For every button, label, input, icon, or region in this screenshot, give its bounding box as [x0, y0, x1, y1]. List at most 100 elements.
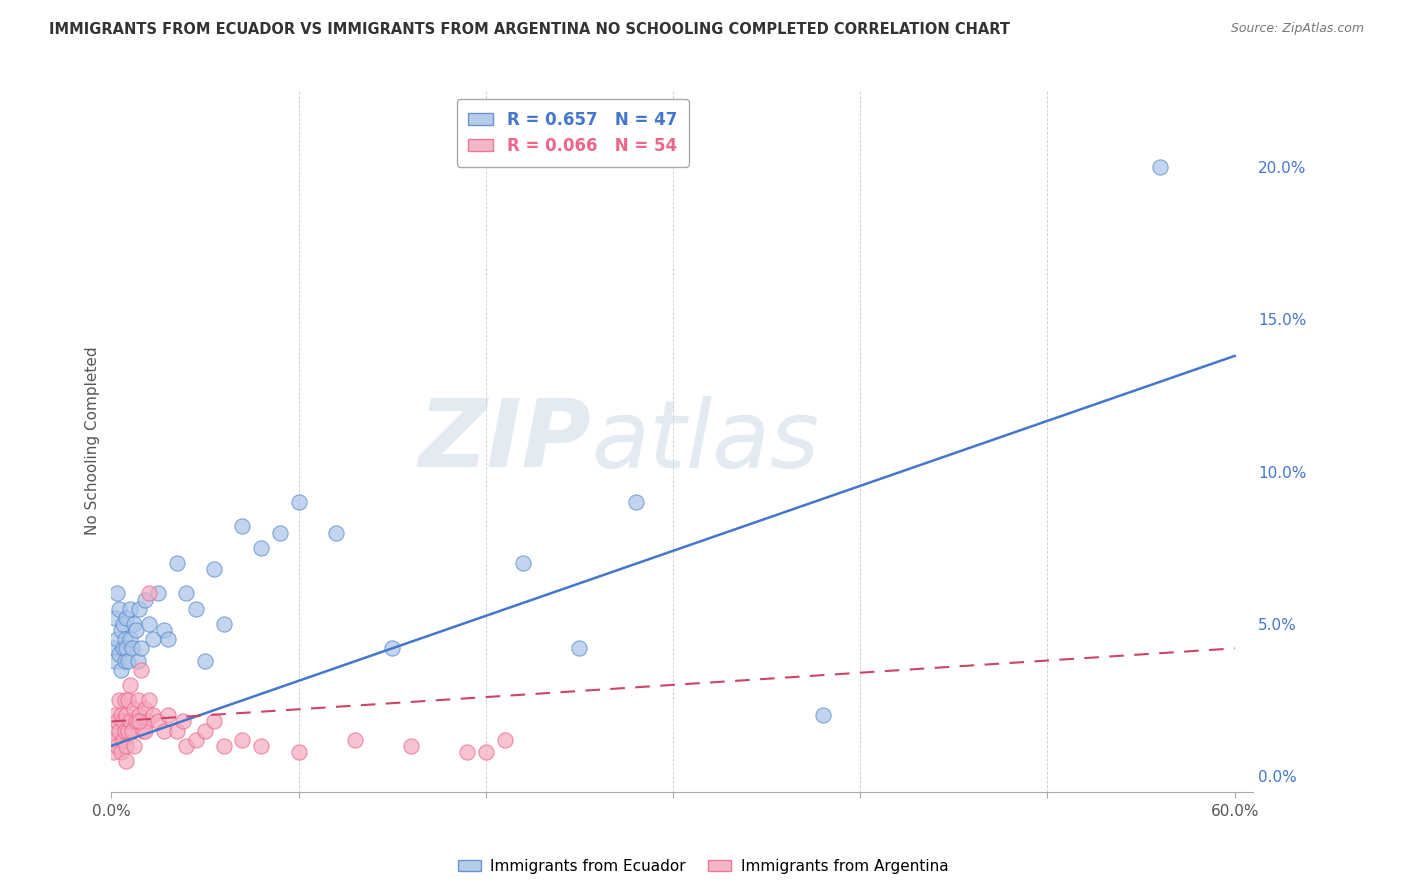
Point: [104, 732, 127, 747]
Legend: R = 0.657   N = 47, R = 0.066   N = 54: R = 0.657 N = 47, R = 0.066 N = 54: [457, 99, 689, 167]
Point: [115, 708, 138, 723]
Point: [117, 653, 139, 667]
Point: [115, 739, 138, 753]
Point: [269, 525, 291, 540]
Point: [166, 723, 188, 738]
Point: [120, 678, 142, 692]
Point: [114, 632, 136, 647]
Point: [122, 739, 145, 753]
Point: [108, 723, 131, 738]
Point: [114, 723, 136, 738]
Point: [117, 723, 139, 738]
Point: [148, 714, 170, 729]
Point: [184, 732, 207, 747]
Point: [120, 601, 142, 615]
Point: [115, 641, 138, 656]
Point: [153, 723, 176, 738]
Point: [127, 653, 149, 667]
Point: [128, 708, 150, 723]
Text: ZIP: ZIP: [418, 395, 591, 487]
Y-axis label: No Schooling Completed: No Schooling Completed: [86, 347, 100, 535]
Point: [456, 745, 478, 759]
Point: [111, 641, 134, 656]
Point: [142, 708, 165, 723]
Point: [134, 702, 156, 716]
Text: Source: ZipAtlas.com: Source: ZipAtlas.com: [1230, 22, 1364, 36]
Point: [104, 611, 127, 625]
Point: [172, 714, 194, 729]
Point: [381, 641, 404, 656]
Point: [111, 732, 134, 747]
Point: [105, 586, 128, 600]
Point: [142, 632, 165, 647]
Point: [156, 708, 179, 723]
Point: [624, 495, 647, 509]
Point: [231, 519, 253, 533]
Point: [117, 693, 139, 707]
Point: [132, 723, 155, 738]
Point: [131, 641, 153, 656]
Point: [512, 556, 534, 570]
Point: [202, 562, 225, 576]
Point: [136, 714, 159, 729]
Point: [110, 663, 132, 677]
Point: [122, 617, 145, 632]
Point: [127, 693, 149, 707]
Point: [128, 601, 150, 615]
Point: [494, 732, 516, 747]
Point: [212, 739, 235, 753]
Point: [121, 641, 143, 656]
Point: [125, 714, 148, 729]
Point: [475, 745, 498, 759]
Point: [128, 714, 150, 729]
Point: [568, 641, 591, 656]
Point: [194, 723, 217, 738]
Point: [212, 617, 235, 632]
Point: [111, 714, 134, 729]
Point: [138, 617, 160, 632]
Point: [287, 495, 309, 509]
Point: [148, 586, 170, 600]
Point: [231, 732, 253, 747]
Point: [176, 586, 198, 600]
Point: [176, 739, 198, 753]
Legend: Immigrants from Ecuador, Immigrants from Argentina: Immigrants from Ecuador, Immigrants from…: [451, 853, 955, 880]
Point: [202, 714, 225, 729]
Point: [104, 653, 127, 667]
Point: [105, 632, 128, 647]
Point: [105, 714, 128, 729]
Point: [184, 601, 207, 615]
Point: [138, 693, 160, 707]
Point: [1149, 160, 1171, 174]
Point: [153, 623, 176, 637]
Point: [134, 592, 156, 607]
Point: [166, 556, 188, 570]
Text: atlas: atlas: [591, 396, 820, 487]
Point: [120, 714, 142, 729]
Point: [111, 617, 134, 632]
Point: [138, 586, 160, 600]
Point: [114, 693, 136, 707]
Point: [125, 623, 148, 637]
Text: IMMIGRANTS FROM ECUADOR VS IMMIGRANTS FROM ARGENTINA NO SCHOOLING COMPLETED CORR: IMMIGRANTS FROM ECUADOR VS IMMIGRANTS FR…: [49, 22, 1010, 37]
Point: [110, 708, 132, 723]
Point: [325, 525, 347, 540]
Point: [134, 723, 156, 738]
Point: [103, 723, 125, 738]
Point: [114, 653, 136, 667]
Point: [115, 754, 138, 768]
Point: [343, 732, 366, 747]
Point: [194, 653, 217, 667]
Point: [103, 745, 125, 759]
Point: [250, 739, 273, 753]
Point: [110, 623, 132, 637]
Point: [110, 745, 132, 759]
Point: [103, 641, 125, 656]
Point: [108, 648, 131, 662]
Point: [115, 611, 138, 625]
Point: [399, 739, 422, 753]
Point: [811, 708, 834, 723]
Point: [122, 702, 145, 716]
Point: [131, 663, 153, 677]
Point: [156, 632, 179, 647]
